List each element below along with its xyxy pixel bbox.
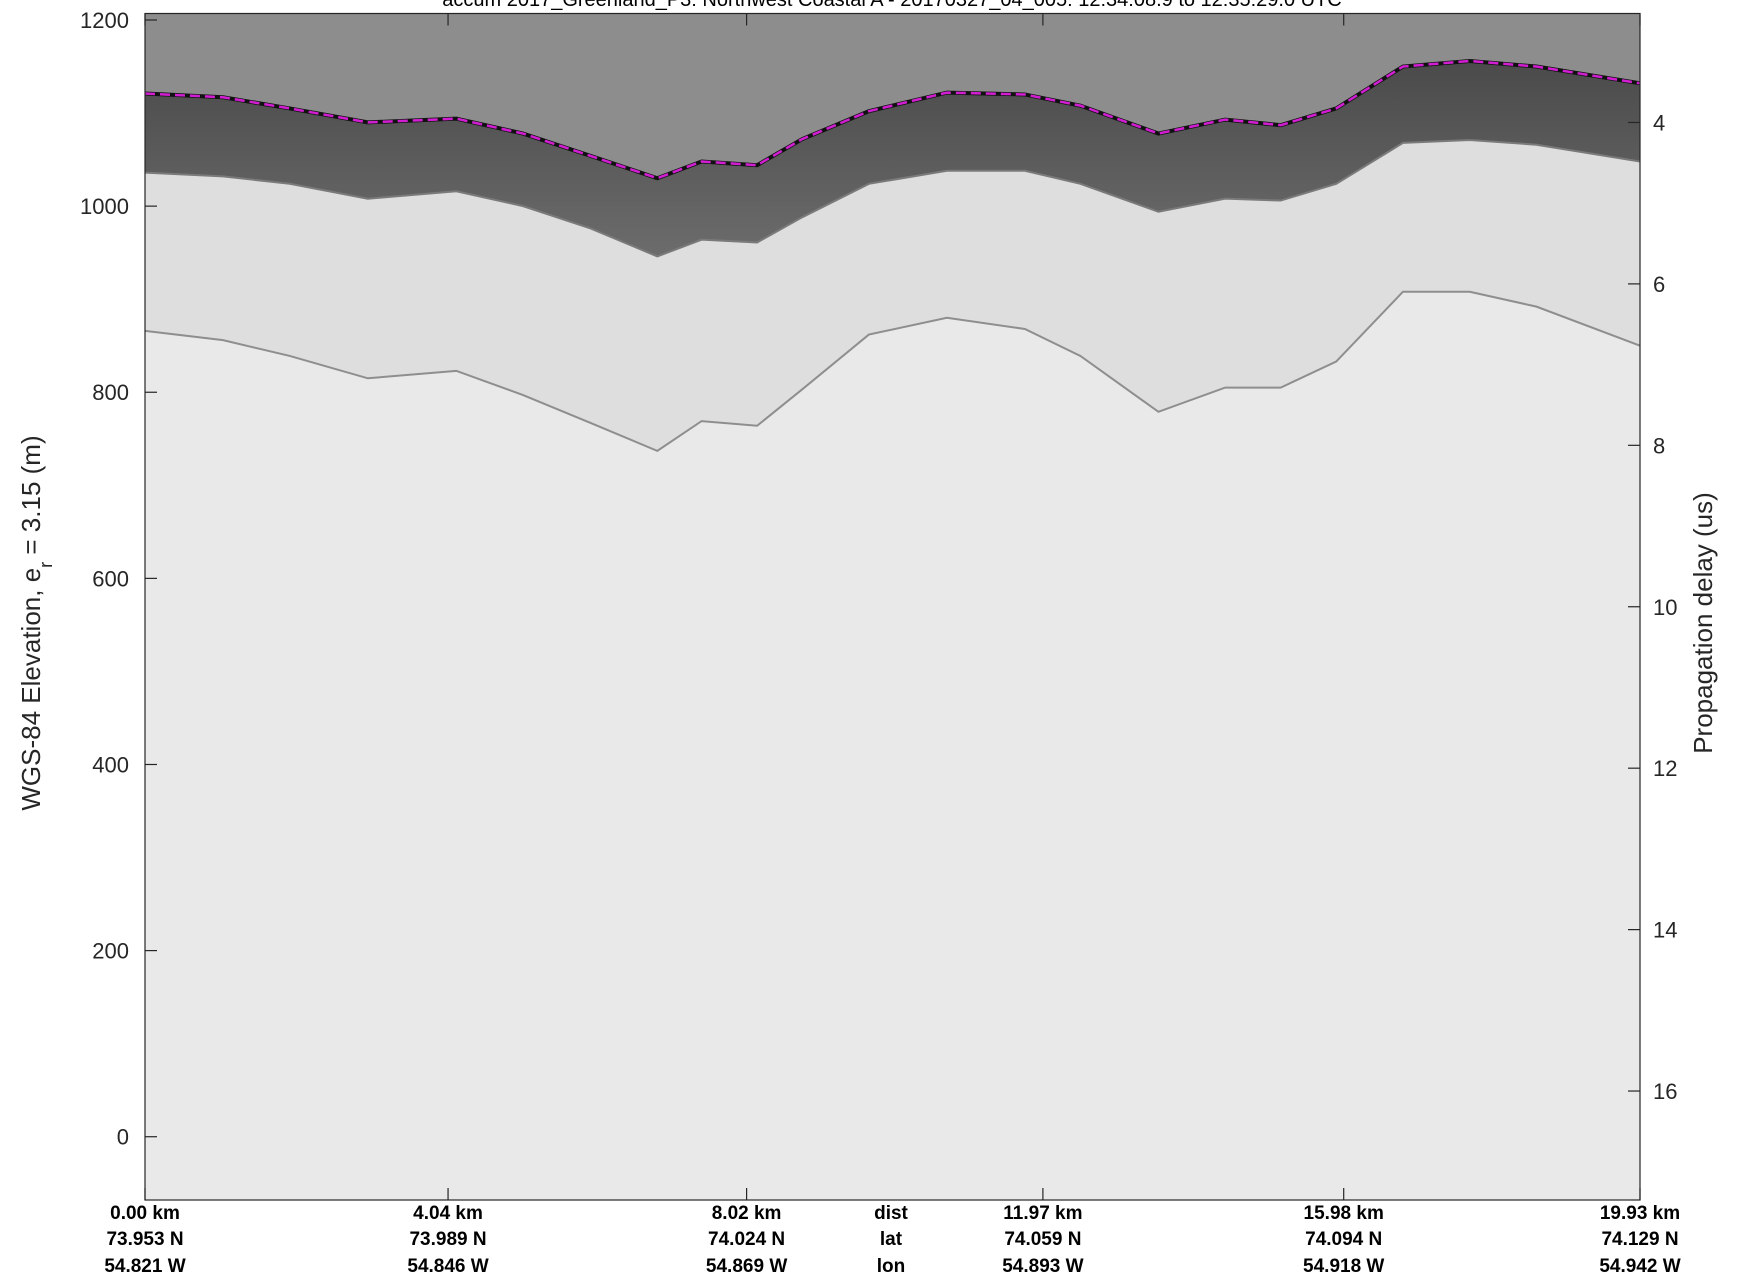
y2-tick-label: 8 bbox=[1653, 433, 1665, 458]
surface-line bbox=[145, 59, 1640, 180]
y-tick-label: 1200 bbox=[80, 8, 129, 33]
y2-tick-label: 4 bbox=[1653, 110, 1665, 135]
echogram-air bbox=[145, 13, 1640, 179]
lat-label: 73.953 N bbox=[106, 1229, 183, 1250]
echogram-firn bbox=[145, 60, 1640, 257]
row-label: dist bbox=[874, 1203, 908, 1224]
y2-axis-label: Propagation delay (us) bbox=[1688, 492, 1718, 754]
lat-label: 74.024 N bbox=[708, 1229, 785, 1250]
layer-line bbox=[145, 139, 1640, 258]
lat-label: 73.989 N bbox=[409, 1229, 486, 1250]
lon-label: 54.893 W bbox=[1002, 1256, 1083, 1277]
x-tick-label: 15.98 km bbox=[1304, 1203, 1384, 1224]
y-tick-label: 800 bbox=[92, 380, 129, 405]
lat-label: 74.059 N bbox=[1004, 1229, 1081, 1250]
y-axis-label: WGS-84 Elevation, er = 3.15 (m) bbox=[16, 435, 56, 810]
y2-tick-label: 12 bbox=[1653, 756, 1677, 781]
row-label: lon bbox=[877, 1256, 906, 1277]
x-tick-label: 0.00 km bbox=[110, 1203, 180, 1224]
layer-line bbox=[145, 290, 1640, 453]
x-tick-label: 8.02 km bbox=[712, 1203, 782, 1224]
y2-tick-label: 6 bbox=[1653, 272, 1665, 297]
x-tick-label: 11.97 km bbox=[1003, 1203, 1082, 1224]
lon-label: 54.869 W bbox=[706, 1256, 787, 1277]
y-tick-label: 200 bbox=[92, 939, 129, 964]
chart-title: accum 2017_Greenland_P3: Northwest Coast… bbox=[442, 0, 1342, 11]
lon-label: 54.942 W bbox=[1599, 1256, 1680, 1277]
y-tick-label: 1000 bbox=[80, 194, 129, 219]
x-tick-label: 19.93 km bbox=[1600, 1203, 1680, 1224]
lon-label: 54.918 W bbox=[1303, 1256, 1384, 1277]
x-tick-label: 4.04 km bbox=[413, 1203, 483, 1224]
y2-tick-label: 16 bbox=[1653, 1079, 1677, 1104]
y2-tick-label: 10 bbox=[1653, 595, 1677, 620]
y-label-sub: r bbox=[36, 562, 56, 568]
lon-label: 54.846 W bbox=[407, 1256, 488, 1277]
y-label-end: = 3.15 (m) bbox=[16, 435, 46, 561]
lat-label: 74.129 N bbox=[1601, 1229, 1678, 1250]
y-tick-label: 0 bbox=[117, 1125, 129, 1150]
lat-label: 74.094 N bbox=[1305, 1229, 1382, 1250]
row-label: lat bbox=[880, 1229, 903, 1250]
plot-area bbox=[145, 13, 1640, 1200]
echogram-ice bbox=[145, 140, 1640, 451]
y-tick-label: 600 bbox=[92, 566, 129, 591]
lon-label: 54.821 W bbox=[104, 1256, 185, 1277]
y-tick-label: 400 bbox=[92, 752, 129, 777]
y-label-main: WGS-84 Elevation, e bbox=[16, 568, 46, 811]
y2-tick-label: 14 bbox=[1653, 918, 1677, 943]
